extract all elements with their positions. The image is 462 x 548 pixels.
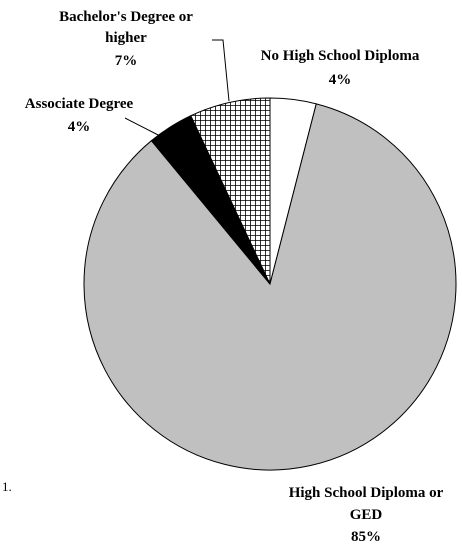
pie-slices (83, 97, 457, 471)
hs-label-line2: GED (350, 507, 383, 523)
bachelors-value-label: 7% (115, 53, 138, 69)
pie-slice-bachelor-s-degree-or-higher (190, 97, 271, 285)
associate-leader-line (124, 117, 165, 139)
bachelors-leader-line (212, 39, 230, 102)
associate-label-line1: Associate Degree (25, 96, 134, 112)
stray-mark: 1. (2, 479, 12, 494)
associate-value-label: 4% (68, 119, 91, 135)
no-hs-label-line1: No High School Diploma (261, 48, 420, 64)
no-hs-value-label: 4% (329, 72, 352, 88)
bachelors-label-line2: higher (105, 30, 147, 46)
pie-slice-high-school-diploma-or-ged (83, 103, 457, 471)
bachelors-label-line1: Bachelor's Degree or (59, 9, 193, 25)
hs-value-label: 85% (351, 529, 381, 545)
leader-lines (124, 39, 230, 139)
hs-label-line1: High School Diploma or (289, 485, 444, 501)
